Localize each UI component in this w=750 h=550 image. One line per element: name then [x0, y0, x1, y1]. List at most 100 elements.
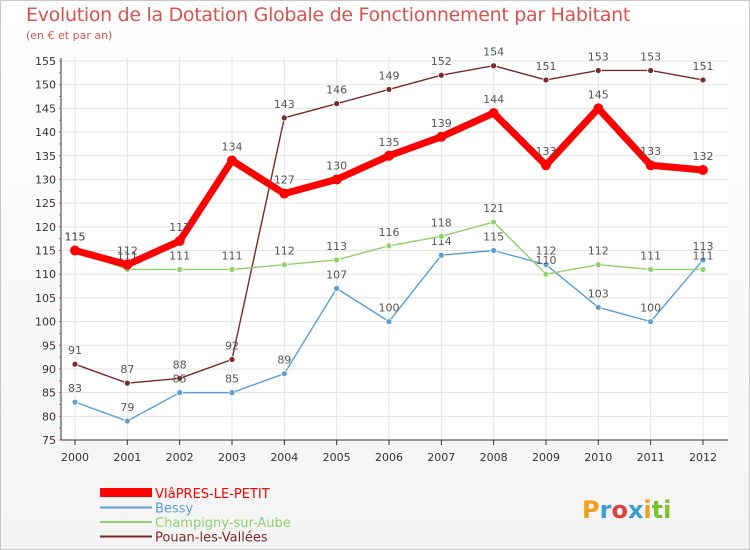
- legend-swatch: [100, 488, 152, 497]
- data-point: [333, 256, 341, 264]
- x-tick-label: 2003: [218, 451, 246, 464]
- data-label: 130: [326, 159, 347, 172]
- data-point: [333, 284, 341, 292]
- data-point: [593, 103, 604, 114]
- data-label: 115: [483, 231, 504, 244]
- series-1: 83 79 85 85 89 107 100 114 115 112 103 100 113: [68, 231, 713, 425]
- y-tick-label: 80: [42, 410, 56, 423]
- legend-label: VIâPRES-LE-PETIT: [155, 487, 270, 502]
- data-label: 85: [225, 373, 239, 386]
- data-label: 151: [535, 60, 556, 73]
- data-point: [699, 76, 707, 84]
- logo-text: Proxiti: [582, 496, 671, 524]
- data-point: [280, 114, 288, 122]
- data-point: [542, 270, 550, 278]
- data-label: 143: [274, 98, 295, 111]
- data-label: 112: [588, 245, 609, 258]
- data-label: 121: [483, 202, 504, 215]
- data-label: 100: [640, 302, 661, 315]
- chart-subtitle: (en € et par an): [26, 29, 113, 42]
- y-tick-label: 135: [35, 150, 56, 163]
- data-point: [385, 318, 393, 325]
- data-point: [645, 160, 656, 171]
- data-label: 111: [169, 249, 190, 262]
- data-point: [71, 360, 79, 368]
- legend-label: Pouan-les-Vallées: [155, 531, 268, 546]
- y-tick-label: 125: [35, 197, 56, 210]
- data-point: [647, 67, 655, 74]
- data-label: 91: [68, 344, 82, 357]
- data-point: [176, 266, 184, 273]
- data-point: [122, 259, 133, 270]
- x-tick-label: 2002: [166, 451, 194, 464]
- data-point: [594, 67, 602, 74]
- y-tick-label: 90: [42, 363, 56, 376]
- data-point: [280, 261, 288, 269]
- chart-title: Evolution de la Dotation Globale de Fonc…: [26, 4, 631, 26]
- data-label: 135: [378, 136, 399, 149]
- grid: [61, 58, 728, 441]
- data-point: [490, 62, 498, 70]
- y-tick-label: 85: [42, 387, 56, 400]
- x-tick-label: 2001: [113, 451, 141, 464]
- x-tick-label: 2000: [61, 451, 89, 464]
- data-label: 107: [326, 268, 347, 281]
- data-point: [228, 389, 236, 397]
- data-label: 113: [692, 240, 713, 253]
- y-tick-label: 100: [35, 316, 56, 329]
- x-tick-label: 2006: [375, 451, 403, 464]
- data-label: 92: [225, 339, 239, 352]
- data-point: [542, 76, 550, 84]
- series-0: 115 112 117 134 127 130 135 139 144 133 145 133 132: [65, 88, 713, 270]
- data-point: [123, 379, 131, 387]
- data-point: [279, 188, 290, 199]
- data-point: [594, 303, 602, 311]
- data-point: [176, 389, 184, 397]
- x-tick-label: 2009: [532, 451, 560, 464]
- data-label: 132: [692, 150, 713, 163]
- data-label: 89: [277, 354, 291, 367]
- data-label: 154: [483, 46, 504, 59]
- y-tick-label: 110: [35, 268, 56, 281]
- data-label: 151: [692, 60, 713, 73]
- data-point: [228, 266, 236, 273]
- data-point: [699, 266, 707, 273]
- data-label: 146: [326, 84, 347, 97]
- y-tick-label: 140: [35, 126, 56, 139]
- data-label: 110: [535, 254, 556, 267]
- data-label: 112: [117, 245, 138, 258]
- data-point: [699, 256, 707, 264]
- data-label: 134: [221, 140, 242, 153]
- y-tick-label: 95: [42, 339, 56, 352]
- data-point: [228, 356, 236, 363]
- data-label: 79: [120, 401, 134, 414]
- data-point: [385, 242, 393, 250]
- data-point: [540, 160, 551, 171]
- y-tick-label: 115: [35, 245, 56, 258]
- data-label: 145: [588, 88, 609, 101]
- data-point: [437, 71, 445, 79]
- data-point: [176, 375, 184, 382]
- x-tick-label: 2004: [270, 451, 298, 464]
- plot-area: [61, 58, 728, 440]
- data-point: [490, 218, 498, 226]
- y-tick-label: 105: [35, 292, 56, 305]
- data-label: 116: [378, 226, 399, 239]
- y-tick-label: 155: [35, 55, 56, 68]
- data-point: [71, 398, 79, 406]
- data-point: [647, 318, 655, 325]
- data-point: [383, 150, 394, 161]
- data-point: [174, 236, 185, 247]
- legend: VIâPRES-LE-PETITBessyChampigny-sur-AubeP…: [100, 487, 291, 546]
- x-tick-label: 2011: [637, 451, 665, 464]
- data-label: 103: [588, 287, 609, 300]
- data-label: 153: [640, 50, 661, 63]
- data-point: [331, 174, 342, 185]
- y-tick-label: 150: [35, 79, 56, 92]
- data-point: [542, 261, 550, 269]
- data-point: [647, 266, 655, 273]
- x-tick-label: 2007: [427, 451, 455, 464]
